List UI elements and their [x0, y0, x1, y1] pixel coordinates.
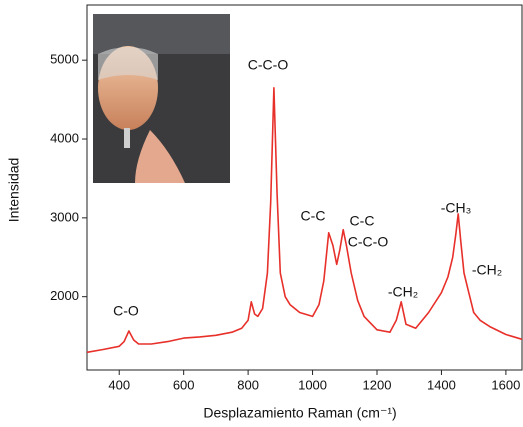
y-axis-label: Intensidad: [6, 158, 22, 223]
peak-annotation: C-C-O: [248, 57, 289, 73]
x-tick-label: 1000: [298, 377, 327, 392]
x-tick-label: 1400: [427, 377, 456, 392]
peak-annotation: -CH₃: [441, 200, 472, 216]
y-tick-label: 4000: [50, 130, 79, 145]
peak-annotation: C-C: [301, 208, 326, 224]
x-tick-label: 600: [173, 377, 195, 392]
y-tick-label: 2000: [50, 288, 79, 303]
chart: Desplazamiento Raman (cm⁻¹) Intensidad 4…: [0, 0, 523, 427]
inset-photo: [93, 14, 230, 183]
x-tick-label: 1600: [491, 377, 520, 392]
peak-annotation: C-C-O: [348, 234, 389, 250]
x-tick-label: 400: [108, 377, 130, 392]
x-axis-label: Desplazamiento Raman (cm⁻¹): [203, 405, 396, 421]
y-tick-label: 3000: [50, 209, 79, 224]
peak-annotation: C-C: [350, 213, 375, 229]
peak-annotation: -CH₂: [388, 284, 418, 300]
peak-annotation: -CH₂: [472, 262, 502, 278]
y-tick-label: 5000: [50, 52, 79, 67]
page: {"chart_data": {"type": "line", "x_label…: [0, 0, 523, 427]
x-tick-label: 1200: [363, 377, 392, 392]
peak-annotation: C-O: [113, 303, 139, 319]
x-tick-label: 800: [237, 377, 259, 392]
